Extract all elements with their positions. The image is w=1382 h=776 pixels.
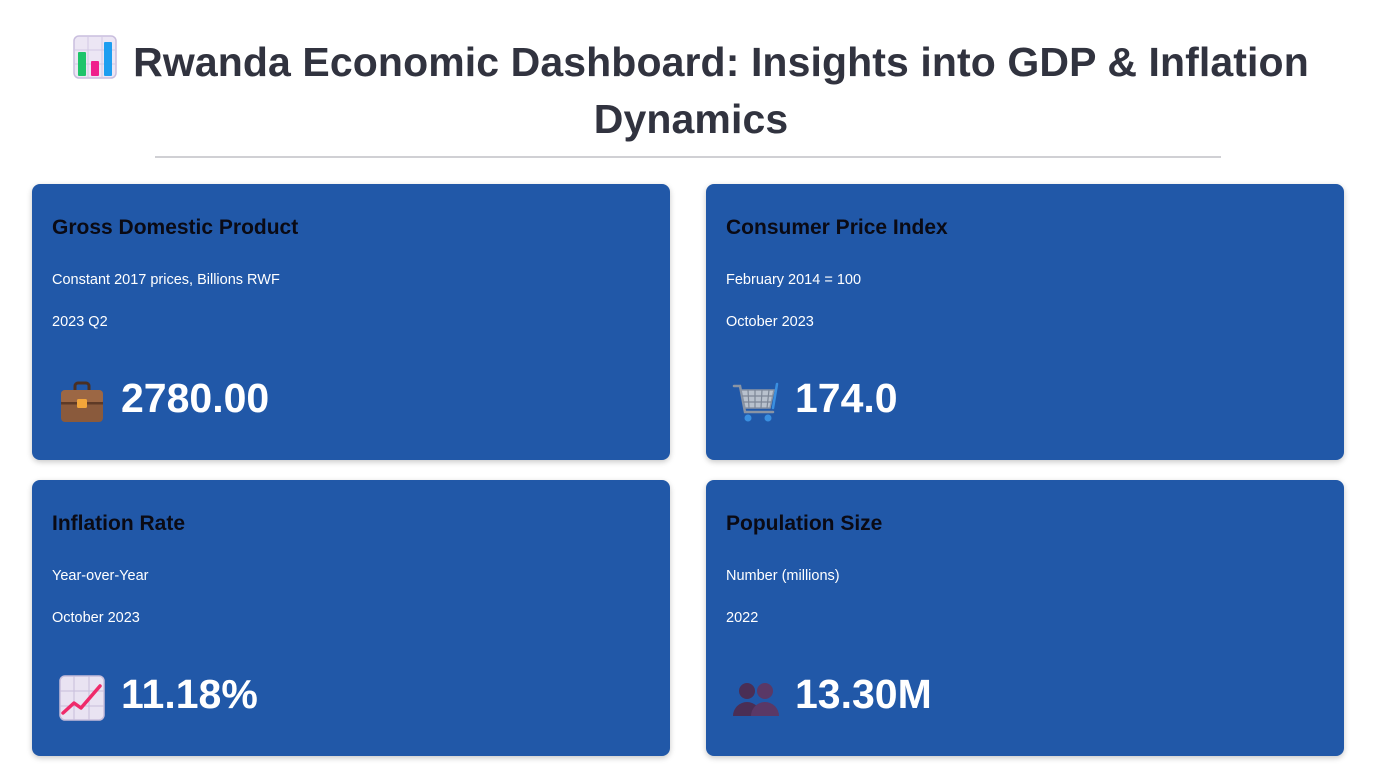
card-period: 2023 Q2 [52, 314, 108, 330]
card-title: Gross Domestic Product [52, 216, 299, 239]
gdp-card: Gross Domestic Product Constant 2017 pri… [32, 184, 670, 460]
card-value: 11.18% [121, 671, 258, 717]
card-subtitle: Number (millions) [726, 568, 840, 584]
page-title-text: Rwanda Economic Dashboard: Insights into… [133, 39, 1309, 142]
inflation-card: Inflation Rate Year-over-Year October 20… [32, 480, 670, 756]
people-icon [732, 674, 780, 722]
card-period: October 2023 [52, 610, 140, 626]
title-divider [155, 156, 1221, 158]
population-card: Population Size Number (millions) 2022 1… [706, 480, 1344, 756]
chart-increasing-icon [58, 674, 106, 722]
card-period: October 2023 [726, 314, 814, 330]
shopping-cart-icon [732, 378, 780, 426]
card-subtitle: February 2014 = 100 [726, 272, 862, 288]
card-subtitle: Year-over-Year [52, 568, 149, 584]
card-value: 174.0 [795, 375, 898, 421]
bar-chart-icon [73, 34, 117, 93]
card-value: 2780.00 [121, 375, 270, 421]
briefcase-icon [58, 378, 106, 426]
header: Rwanda Economic Dashboard: Insights into… [0, 34, 1382, 146]
card-title: Consumer Price Index [726, 216, 948, 239]
card-title: Inflation Rate [52, 512, 186, 535]
card-period: 2022 [726, 610, 759, 626]
card-value: 13.30M [795, 671, 932, 717]
card-subtitle: Constant 2017 prices, Billions RWF [52, 272, 280, 288]
cpi-card: Consumer Price Index February 2014 = 100… [706, 184, 1344, 460]
page-title: Rwanda Economic Dashboard: Insights into… [0, 34, 1382, 146]
card-title: Population Size [726, 512, 883, 535]
